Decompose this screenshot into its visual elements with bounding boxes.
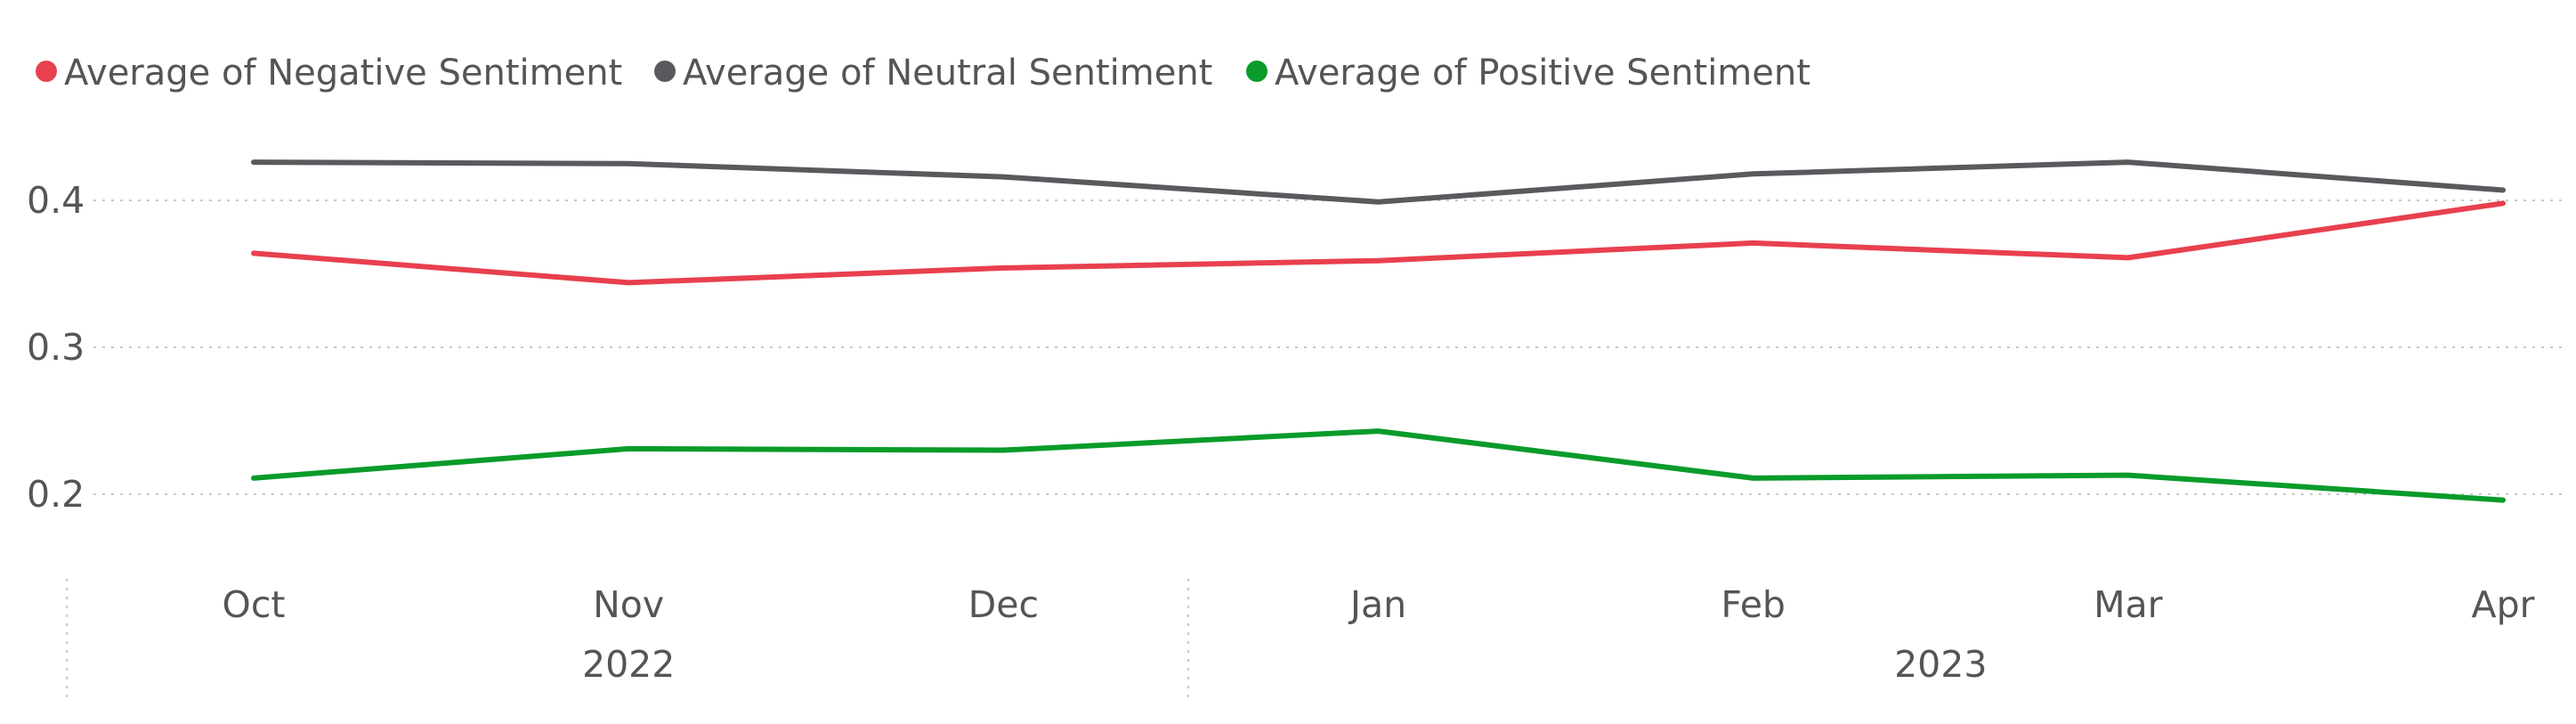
data-point-2-nov[interactable]	[623, 443, 634, 454]
x-tick-label-jan: Jan	[1348, 583, 1406, 626]
data-point-2-feb[interactable]	[1748, 473, 1759, 484]
data-point-1-oct[interactable]	[248, 157, 259, 167]
x-tick-label-feb: Feb	[1721, 583, 1786, 626]
x-tick-label-oct: Oct	[223, 583, 286, 626]
data-point-2-dec[interactable]	[998, 445, 1009, 456]
y-tick-label-2: 0.4	[27, 179, 85, 222]
y-tick-label-0: 0.2	[27, 473, 85, 516]
legend-label-0[interactable]: Average of Negative Sentiment	[64, 53, 622, 94]
data-point-0-oct[interactable]	[248, 248, 259, 258]
x-tick-label-nov: Nov	[593, 583, 664, 626]
x-tick-label-apr: Apr	[2472, 583, 2535, 626]
year-label-2023: 2023	[1894, 643, 1987, 686]
legend-marker-1[interactable]	[654, 61, 676, 82]
legend-label-1[interactable]: Average of Neutral Sentiment	[683, 53, 1212, 94]
legend-marker-2[interactable]	[1246, 61, 1268, 82]
series-line-2[interactable]	[251, 428, 2506, 503]
data-point-1-apr[interactable]	[2498, 184, 2508, 195]
data-point-2-mar[interactable]	[2123, 470, 2134, 481]
data-point-1-feb[interactable]	[1748, 168, 1759, 179]
data-point-1-dec[interactable]	[998, 172, 1009, 183]
data-point-1-mar[interactable]	[2123, 157, 2134, 167]
data-point-2-oct[interactable]	[248, 473, 259, 484]
year-label-2022: 2022	[582, 643, 675, 686]
data-point-0-apr[interactable]	[2498, 198, 2508, 208]
gridlines	[93, 199, 2568, 495]
data-point-0-mar[interactable]	[2123, 252, 2134, 263]
data-point-0-dec[interactable]	[998, 263, 1009, 273]
data-point-2-jan[interactable]	[1373, 426, 1384, 436]
series-line-1[interactable]	[251, 159, 2506, 205]
data-point-1-nov[interactable]	[623, 159, 634, 169]
data-point-0-jan[interactable]	[1373, 256, 1384, 266]
legend-label-2[interactable]: Average of Positive Sentiment	[1275, 53, 1810, 94]
data-point-0-feb[interactable]	[1748, 238, 1759, 248]
series-line-0[interactable]	[251, 200, 2506, 286]
legend: Average of Negative Sentiment Average of …	[36, 53, 1810, 94]
x-axis: Oct Nov Dec Jan Feb Mar Apr 2022 2023	[66, 579, 2535, 699]
y-axis: 0.2 0.3 0.4	[27, 179, 85, 516]
legend-marker-0[interactable]	[36, 61, 57, 82]
data-point-0-nov[interactable]	[623, 277, 634, 288]
x-tick-label-mar: Mar	[2094, 583, 2162, 626]
data-point-1-jan[interactable]	[1373, 197, 1384, 207]
data-point-2-apr[interactable]	[2498, 495, 2508, 506]
series-lines	[248, 157, 2508, 506]
x-tick-label-dec: Dec	[968, 583, 1039, 626]
y-tick-label-1: 0.3	[27, 326, 85, 369]
